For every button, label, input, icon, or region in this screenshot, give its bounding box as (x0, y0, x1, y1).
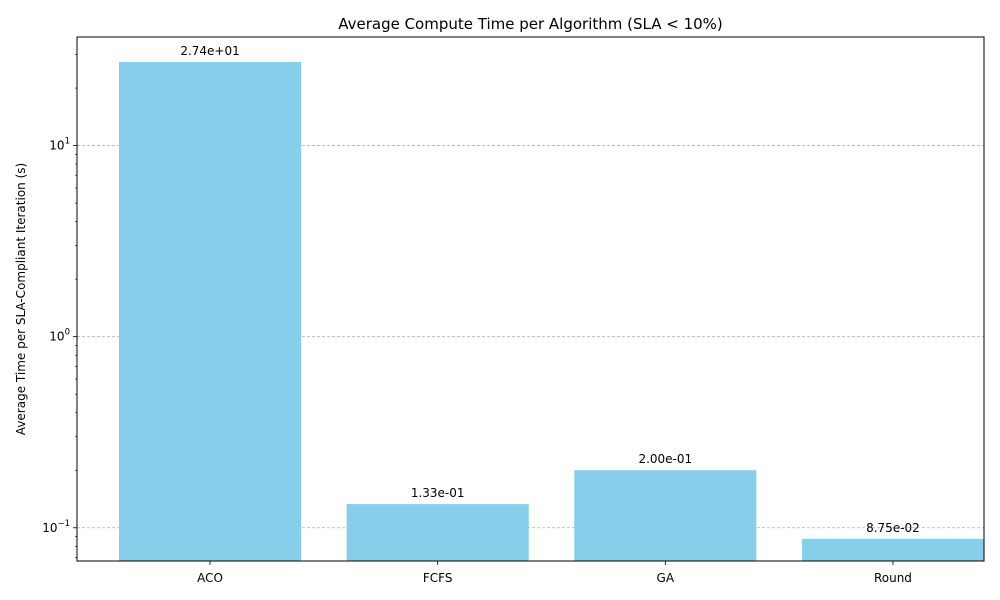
x-tick-label: GA (657, 571, 675, 585)
data-labels: 2.74e+01 1.33e-01 2.00e-01 8.75e-02 (180, 44, 919, 535)
y-tick-label: 101 (49, 137, 70, 153)
data-label-ga: 2.00e-01 (638, 452, 692, 466)
bar-fcfs (346, 504, 529, 561)
data-label-aco: 2.74e+01 (180, 44, 239, 58)
y-tick-label: 100 (49, 328, 70, 344)
data-label-fcfs: 1.33e-01 (411, 486, 465, 500)
bar-round (801, 538, 984, 561)
bar-aco (119, 61, 302, 561)
y-axis-label: Average Time per SLA-Compliant Iteration… (14, 163, 28, 435)
x-axis-ticks: ACO FCFS GA Round (197, 561, 912, 585)
bars (119, 61, 984, 561)
plot-frame (76, 36, 985, 562)
y-tick-label: 10−1 (42, 519, 70, 535)
data-label-round: 8.75e-02 (866, 521, 920, 535)
chart-title: Average Compute Time per Algorithm (SLA … (338, 15, 723, 33)
y-axis-ticks: 10−1 100 101 (42, 137, 77, 535)
x-tick-label: FCFS (423, 571, 453, 585)
x-tick-label: Round (874, 571, 912, 585)
x-tick-label: ACO (197, 571, 223, 585)
bar-ga (574, 470, 757, 561)
